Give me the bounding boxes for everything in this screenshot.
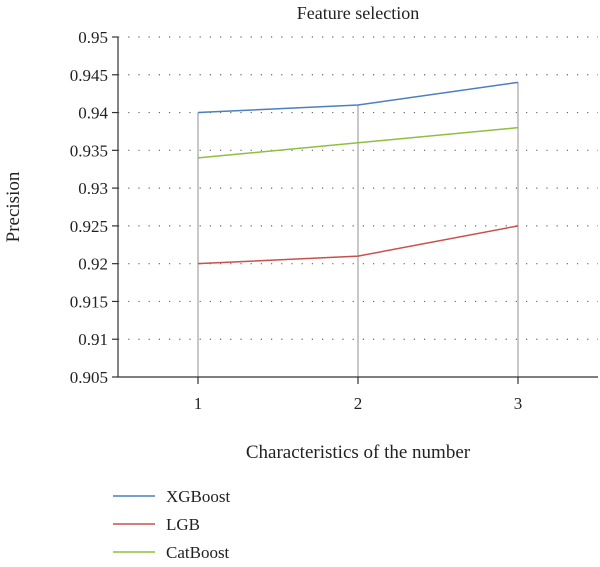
series-line-lgb — [197, 225, 519, 265]
y-tick-label: 0.925 — [70, 217, 108, 236]
y-axis-label: Precision — [3, 171, 24, 242]
y-axis-ticks: 0.905 0.91 0.915 0.92 0.925 0.93 0.935 0.94 0.94… — [70, 28, 118, 387]
y-tick-label: 0.945 — [70, 66, 108, 85]
y-tick-label: 0.95 — [78, 28, 108, 47]
x-axis-ticks: 1 2 3 — [194, 377, 523, 413]
legend-label: LGB — [166, 515, 200, 534]
vertical-drop-lines — [197, 82, 519, 377]
x-tick-label: 3 — [514, 394, 523, 413]
y-tick-label: 0.93 — [78, 179, 108, 198]
series-line-xgboost — [197, 81, 519, 114]
legend-label: XGBoost — [166, 487, 231, 506]
legend: XGBoost LGB CatBoost — [113, 487, 231, 562]
x-tick-label: 1 — [194, 394, 203, 413]
legend-label: CatBoost — [166, 543, 230, 562]
series-line-catboost — [197, 126, 519, 159]
y-tick-label: 0.915 — [70, 292, 108, 311]
series-lines — [197, 81, 519, 265]
y-tick-label: 0.92 — [78, 255, 108, 274]
y-tick-label: 0.94 — [78, 104, 108, 123]
y-tick-label: 0.935 — [70, 141, 108, 160]
x-axis-label: Characteristics of the number — [246, 442, 471, 463]
y-tick-label: 0.91 — [78, 330, 108, 349]
y-tick-label: 0.905 — [70, 368, 108, 387]
chart-title: Feature selection — [297, 3, 419, 23]
x-tick-label: 2 — [354, 394, 363, 413]
